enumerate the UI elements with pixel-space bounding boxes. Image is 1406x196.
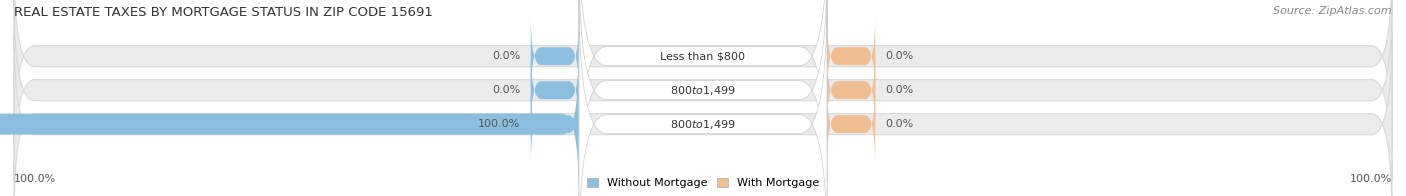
Text: 100.0%: 100.0% [14,174,56,184]
FancyBboxPatch shape [531,48,579,132]
Text: 0.0%: 0.0% [492,85,520,95]
Legend: Without Mortgage, With Mortgage: Without Mortgage, With Mortgage [588,178,818,189]
FancyBboxPatch shape [579,0,827,196]
Text: REAL ESTATE TAXES BY MORTGAGE STATUS IN ZIP CODE 15691: REAL ESTATE TAXES BY MORTGAGE STATUS IN … [14,6,433,19]
Text: 0.0%: 0.0% [886,119,914,129]
Text: 0.0%: 0.0% [886,85,914,95]
FancyBboxPatch shape [579,0,827,183]
FancyBboxPatch shape [827,48,875,132]
Text: Source: ZipAtlas.com: Source: ZipAtlas.com [1274,6,1392,16]
FancyBboxPatch shape [14,33,1392,196]
FancyBboxPatch shape [14,0,1392,181]
FancyBboxPatch shape [531,14,579,98]
Text: 0.0%: 0.0% [492,51,520,61]
FancyBboxPatch shape [14,0,1392,148]
Text: 100.0%: 100.0% [478,119,520,129]
Text: Less than $800: Less than $800 [661,51,745,61]
Text: $800 to $1,499: $800 to $1,499 [671,118,735,131]
FancyBboxPatch shape [827,82,875,166]
FancyBboxPatch shape [0,50,579,196]
FancyBboxPatch shape [579,0,827,196]
Text: 100.0%: 100.0% [1350,174,1392,184]
Text: $800 to $1,499: $800 to $1,499 [671,84,735,97]
FancyBboxPatch shape [827,14,875,98]
Text: 0.0%: 0.0% [886,51,914,61]
FancyBboxPatch shape [531,82,579,166]
